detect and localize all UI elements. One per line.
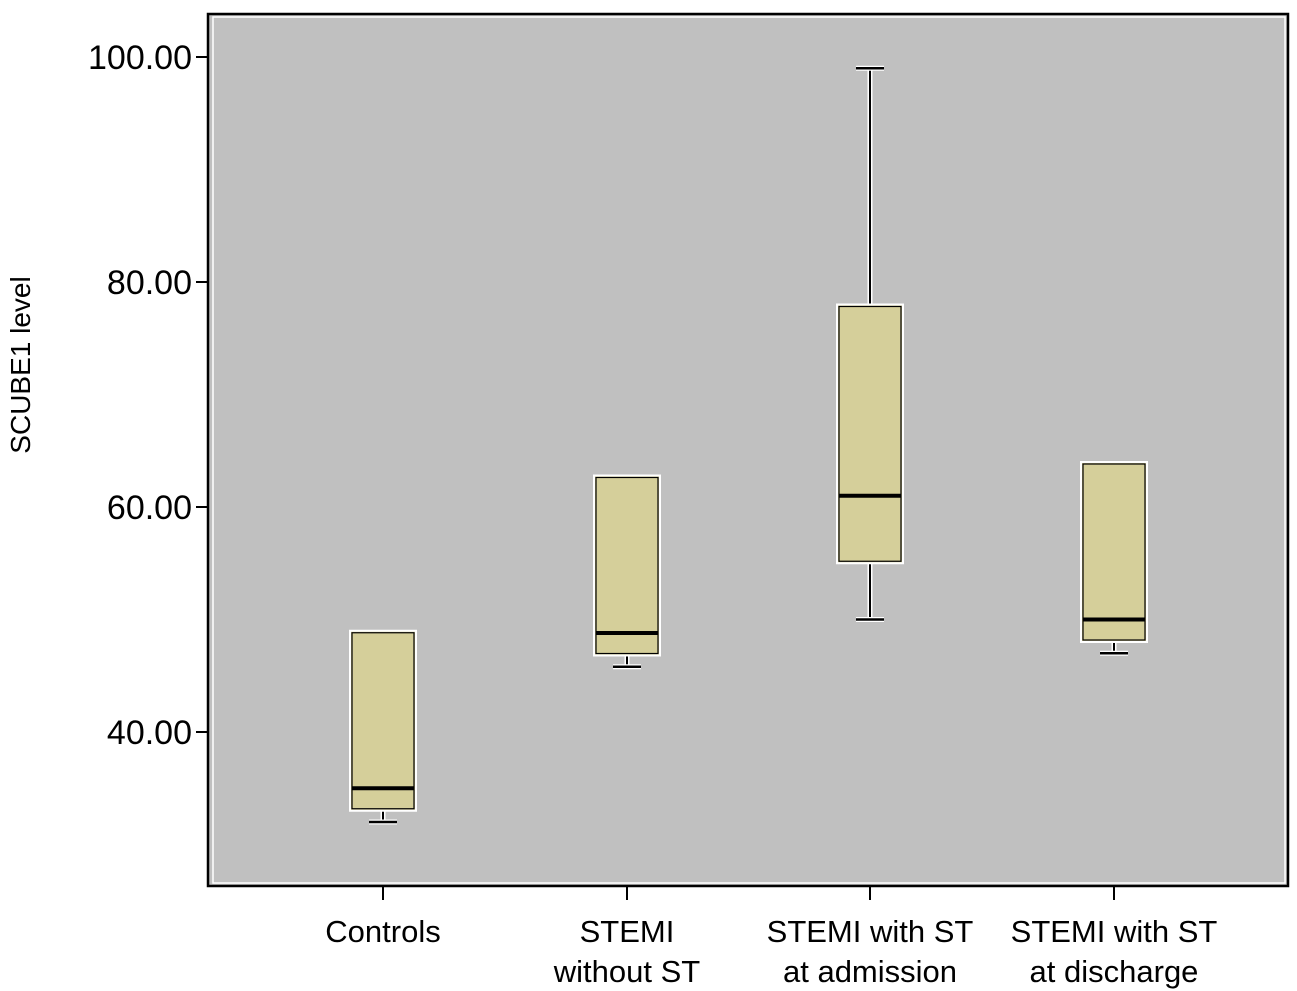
box-iqr-inner-outline	[838, 305, 902, 562]
y-tick-label: 100.00	[88, 39, 192, 77]
box-iqr	[349, 629, 417, 812]
x-category-label-line: at admission	[783, 954, 957, 989]
box-iqr	[1080, 461, 1148, 643]
box-group	[836, 65, 904, 622]
y-tick-label: 80.00	[107, 264, 192, 302]
x-category-label-line: STEMI with ST	[1011, 914, 1218, 949]
x-category-label: Controls	[325, 914, 440, 949]
x-category-label-line: at discharge	[1030, 954, 1199, 989]
y-axis-title: SCUBE1 level	[5, 276, 36, 453]
box-iqr	[593, 474, 661, 657]
y-tick-label: 60.00	[107, 489, 192, 527]
box-iqr-inner-outline	[351, 632, 415, 810]
x-axis: Controls STEMI without ST STEMI with ST at a…	[325, 886, 1217, 989]
x-category-label-line: STEMI	[580, 914, 675, 949]
box-group	[349, 629, 417, 825]
x-category-label: STEMI with ST at admission	[767, 914, 974, 989]
box-iqr	[836, 303, 904, 565]
box-iqr-inner-outline	[595, 476, 659, 655]
x-category-label-line: Controls	[325, 914, 440, 949]
box-iqr-inner-outline	[1082, 463, 1146, 641]
y-axis: 40.00 60.00 80.00 100.00	[88, 39, 208, 752]
y-tick-label: 40.00	[107, 714, 192, 752]
x-category-label: STEMI without ST	[553, 914, 701, 989]
boxes	[349, 65, 1148, 825]
plot-area-inner-border	[212, 16, 1286, 884]
box-group	[593, 474, 661, 670]
x-category-label-line: STEMI with ST	[767, 914, 974, 949]
x-category-label: STEMI with ST at discharge	[1011, 914, 1218, 989]
x-category-label-line: without ST	[553, 954, 701, 989]
box-group	[1080, 461, 1148, 656]
